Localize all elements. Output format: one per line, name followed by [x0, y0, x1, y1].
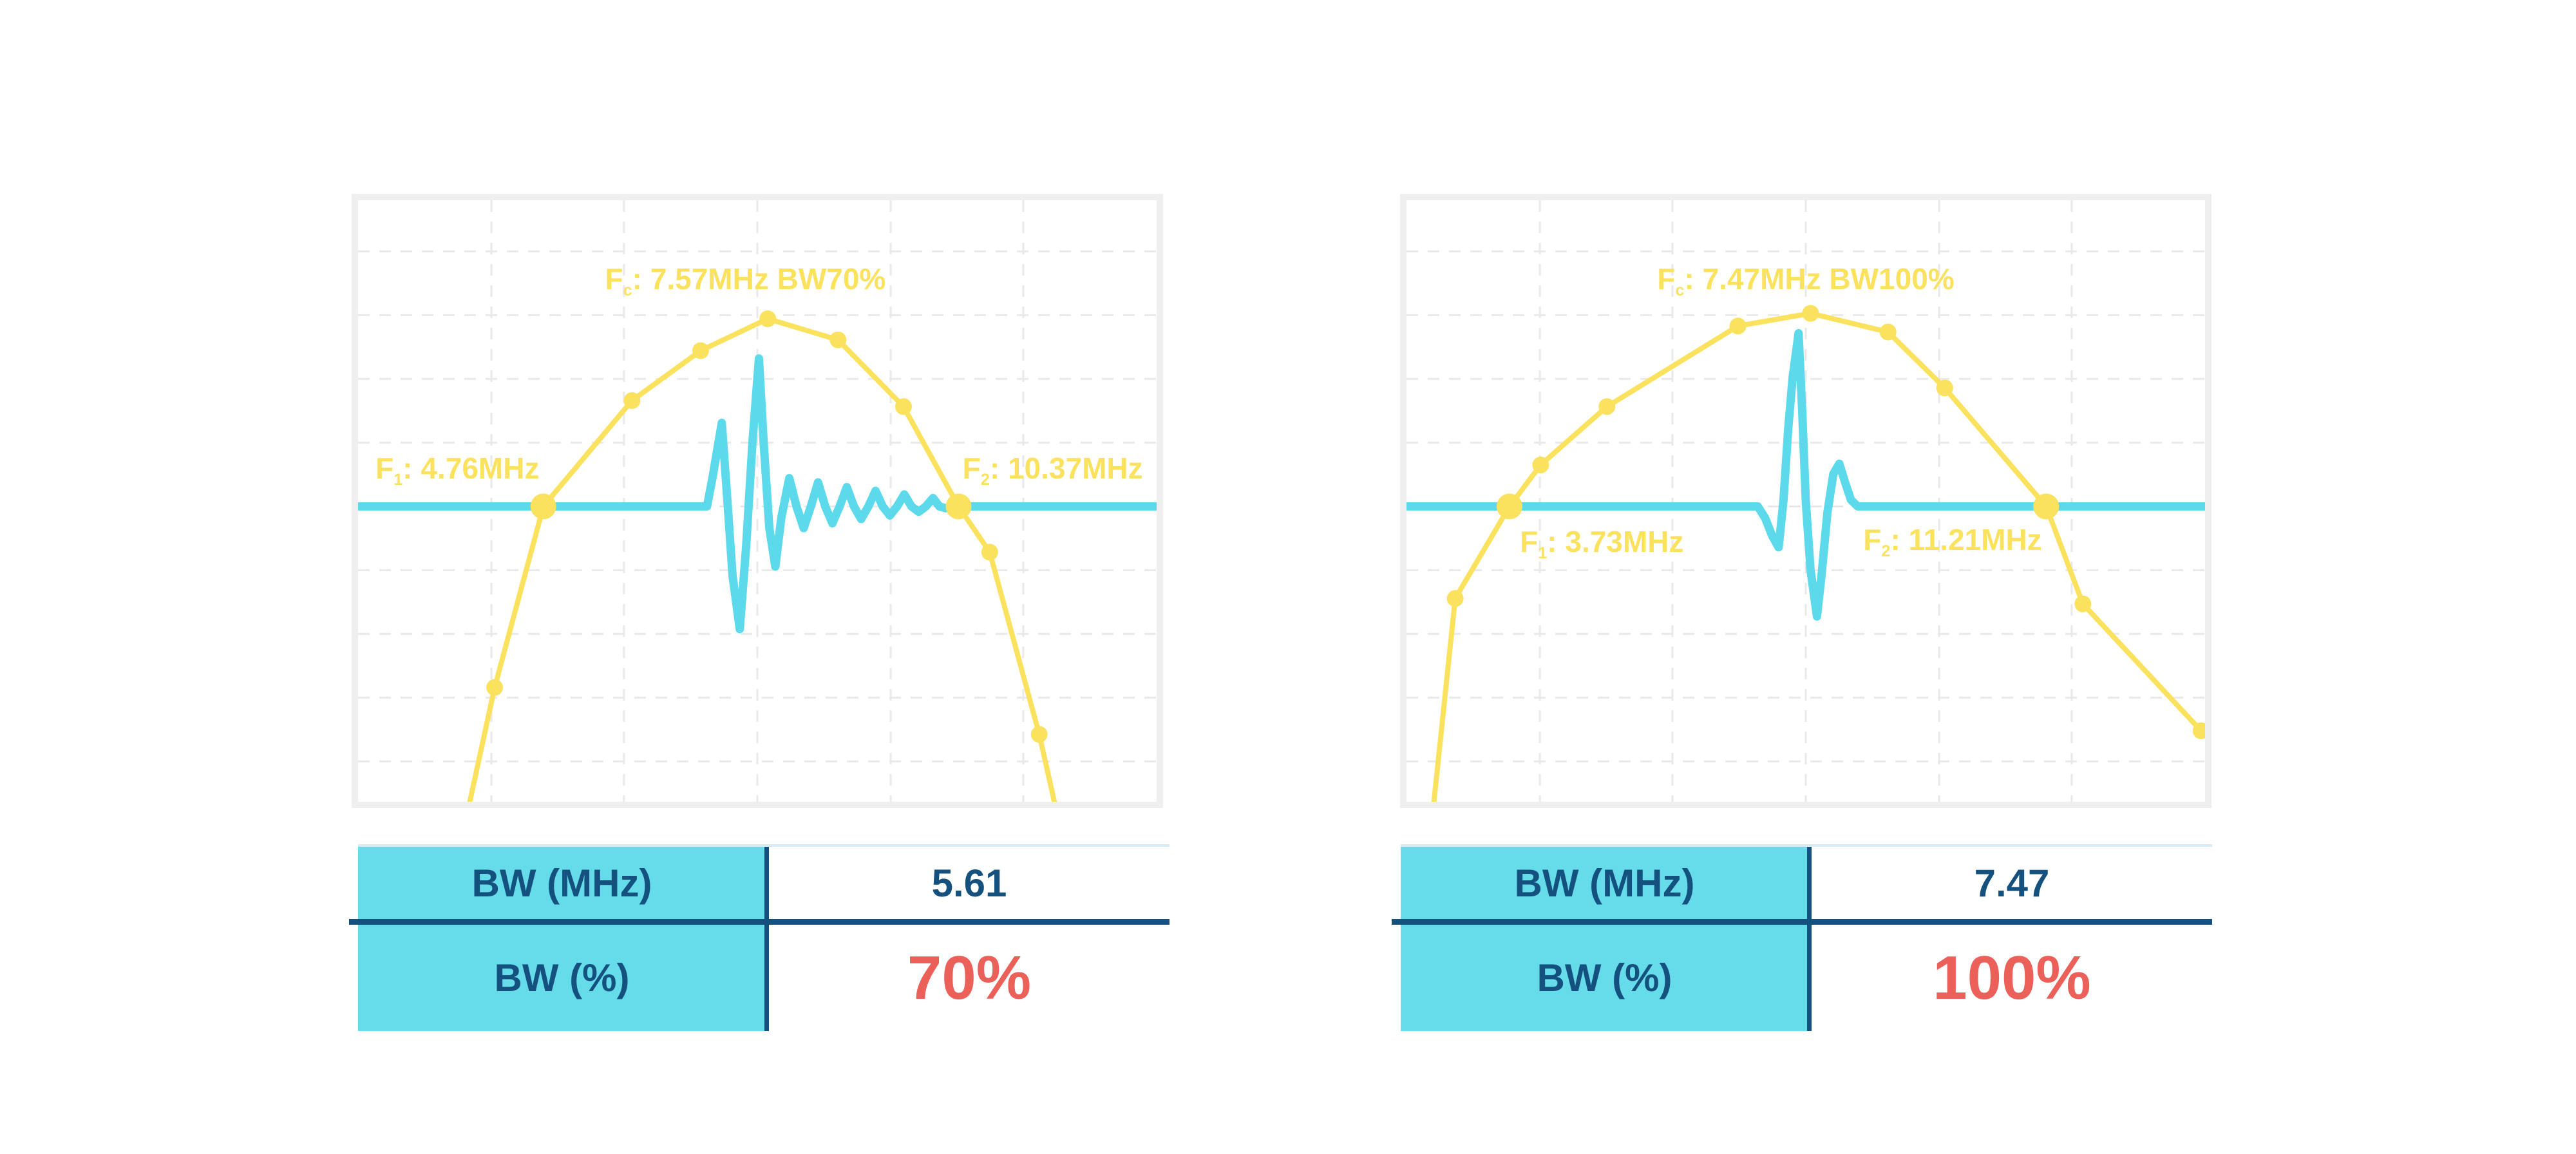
- spectrum-marker: [829, 331, 847, 348]
- spectrum-marker: [1030, 726, 1048, 743]
- spectrum-marker: [1802, 305, 1819, 322]
- annotation-base: F: [962, 451, 981, 486]
- plot-svg-bw100: [1406, 200, 2205, 802]
- table-top-line: [1401, 844, 2212, 847]
- spectrum-marker: [1532, 456, 1549, 473]
- annotation-subscript: 2: [1881, 542, 1891, 560]
- table-top-line: [358, 844, 1170, 847]
- spectrum-line: [467, 316, 1057, 802]
- annotation-text: : 10.37MHz: [989, 451, 1143, 486]
- bw-percent-value: 70%: [907, 943, 1032, 1012]
- spectrum-marker: [486, 679, 504, 696]
- bw-table-bw100: BW (MHz) 7.47 BW (%) 100%: [1392, 844, 2212, 1031]
- plot-svg-bw70: [358, 200, 1157, 802]
- fc-annotation: Fc: 7.57MHz BW70%: [605, 264, 886, 299]
- annotation-subscript: 1: [393, 471, 403, 489]
- spectrum-marker: [1879, 323, 1897, 341]
- annotation-text: : 11.21MHz: [1890, 522, 2042, 556]
- annotation-subscript: c: [623, 281, 632, 300]
- annotation-base: F: [1657, 261, 1676, 296]
- spectrum-marker: [1936, 379, 1953, 397]
- table-row-divider: [1392, 919, 2212, 925]
- f1-annotation: F1: 3.73MHz: [1520, 527, 1683, 562]
- f2-annotation: F2: 11.21MHz: [1863, 524, 2041, 559]
- table-column-divider: [1807, 847, 1812, 1031]
- spectrum-marker: [759, 310, 777, 327]
- spectrum-marker: [2192, 722, 2205, 739]
- bandwidth-edge-marker: [945, 493, 972, 520]
- table-header-column-bg: [1401, 847, 1808, 1031]
- annotation-subscript: c: [1675, 281, 1685, 300]
- bandwidth-edge-marker: [1496, 493, 1522, 520]
- annotation-base: F: [1520, 524, 1539, 558]
- table-row-divider: [349, 919, 1170, 925]
- table-header-column-bg: [358, 847, 766, 1031]
- bandwidth-edge-marker: [530, 493, 556, 520]
- fc-annotation: Fc: 7.47MHz BW100%: [1657, 264, 1954, 299]
- bw-mhz-value: 7.47: [1974, 861, 2050, 905]
- spectrum-marker: [981, 544, 998, 561]
- bw-mhz-label: BW (MHz): [1514, 861, 1695, 905]
- spectrum-marker: [2074, 595, 2092, 612]
- bandwidth-edge-marker: [2033, 493, 2060, 520]
- annotation-base: F: [605, 261, 623, 296]
- spectrum-marker: [1729, 317, 1747, 335]
- bw-percent-label: BW (%): [1537, 956, 1672, 999]
- bw-mhz-value: 5.61: [931, 861, 1007, 905]
- annotation-base: F: [375, 451, 394, 486]
- pulse-waveform: [358, 354, 1157, 634]
- annotation-text: : 7.47MHz BW100%: [1684, 261, 1955, 296]
- bw-mhz-label: BW (MHz): [471, 861, 652, 905]
- annotation-text: : 3.73MHz: [1547, 524, 1684, 558]
- f2-annotation: F2: 10.37MHz: [963, 453, 1143, 488]
- spectrum-marker: [1598, 398, 1616, 415]
- spectrum-line: [1431, 310, 2204, 802]
- annotation-subscript: 2: [980, 471, 990, 489]
- spectrum-chart-bw100: Fc: 7.47MHz BW100% F1: 3.73MHz F2: 11.21…: [1400, 194, 2211, 808]
- annotation-text: : 4.76MHz: [402, 451, 540, 486]
- table-column-divider: [764, 847, 769, 1031]
- bw-percent-label: BW (%): [494, 956, 630, 999]
- spectrum-marker: [692, 342, 709, 359]
- annotation-subscript: 1: [1538, 544, 1548, 563]
- annotation-text: : 7.57MHz BW70%: [632, 261, 886, 296]
- spectrum-chart-bw70: Fc: 7.57MHz BW70% F1: 4.76MHz F2: 10.37M…: [352, 194, 1163, 808]
- pulse-waveform: [1406, 328, 2205, 621]
- spectrum-marker: [1446, 590, 1464, 607]
- bw-table-bw70: BW (MHz) 5.61 BW (%) 70%: [349, 844, 1170, 1031]
- f1-annotation: F1: 4.76MHz: [375, 453, 539, 488]
- spectrum-marker: [623, 392, 641, 410]
- spectrum-marker: [895, 398, 912, 415]
- bw-percent-value: 100%: [1933, 943, 2091, 1012]
- annotation-base: F: [1863, 522, 1882, 556]
